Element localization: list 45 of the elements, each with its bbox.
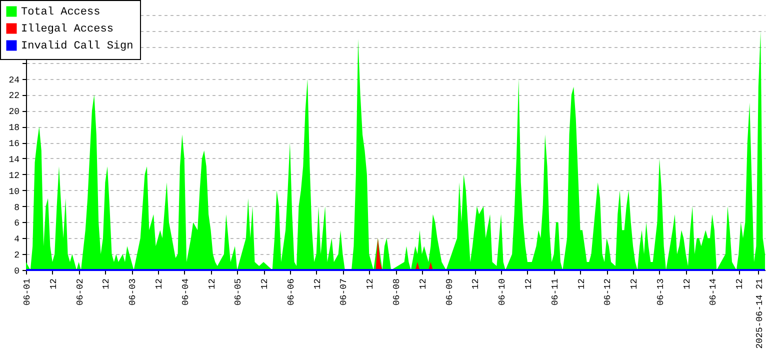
y-tick-label: 8 (14, 202, 20, 213)
x-tick-label: 2025-06-14 21 (754, 278, 765, 349)
x-tick-label: 06-14 (708, 278, 719, 306)
legend-label: Illegal Access (21, 24, 114, 36)
x-tick-label: 06-09 (444, 278, 455, 306)
x-tick-label: 06-08 (392, 278, 402, 306)
x-tick-label: 12 (102, 278, 112, 290)
x-tick-label: 06-05 (234, 278, 244, 306)
x-tick-label: 12 (207, 278, 218, 290)
x-tick-label: 12 (682, 278, 692, 290)
y-tick-label: 10 (8, 186, 20, 197)
y-tick-label: 20 (8, 107, 20, 118)
x-tick-label: 06-11 (550, 278, 560, 306)
y-tick-label: 16 (8, 139, 20, 149)
y-tick-label: 22 (8, 91, 20, 102)
x-tick-label: 12 (366, 278, 376, 290)
x-tick-label: 12 (312, 278, 323, 290)
y-tick-label: 18 (8, 123, 20, 134)
y-tick-label: 4 (14, 234, 20, 245)
legend-label: Invalid Call Sign (21, 40, 134, 52)
x-tick-label: 12 (48, 278, 59, 290)
x-tick-label: 12 (471, 278, 482, 290)
x-tick-label: 06-04 (180, 278, 191, 306)
y-tick-label: 12 (8, 170, 20, 181)
x-tick-label: 12 (630, 278, 640, 290)
x-tick-label: 12 (576, 278, 587, 290)
x-tick-label: 06-03 (128, 278, 138, 306)
x-tick-label: 12 (524, 278, 534, 290)
x-tick-label: 06-13 (656, 278, 666, 306)
x-tick-label: 12 (735, 278, 746, 290)
x-tick-label: 06-01 (22, 278, 32, 306)
y-tick-label: 2 (14, 250, 20, 261)
x-tick-label: 12 (260, 278, 270, 290)
x-tick-label: 06-10 (498, 278, 508, 306)
y-tick-label: 24 (8, 75, 20, 86)
y-tick-label: 0 (14, 266, 20, 276)
x-tick-label: 06-12 (603, 278, 614, 306)
y-tick-label: 14 (8, 154, 20, 165)
legend-label: Total Access (21, 6, 100, 18)
x-tick-label: 12 (154, 278, 164, 290)
x-tick-label: 12 (418, 278, 428, 290)
x-tick-label: 06-07 (339, 278, 350, 306)
x-tick-label: 06-06 (286, 278, 296, 306)
y-tick-label: 6 (14, 218, 20, 229)
x-tick-label: 06-02 (75, 278, 86, 306)
